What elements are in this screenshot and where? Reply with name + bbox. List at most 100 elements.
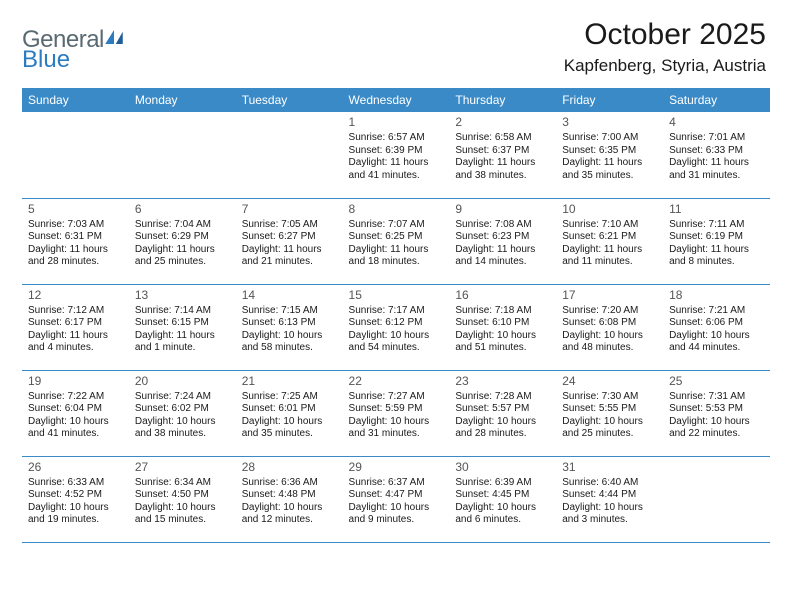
daylight-line: Daylight: 11 hours and 41 minutes. — [349, 157, 444, 182]
daylight-line: Daylight: 11 hours and 1 minute. — [135, 330, 230, 355]
sunrise-line: Sunrise: 7:14 AM — [135, 305, 230, 318]
day-number: 18 — [669, 288, 764, 303]
sunset-line: Sunset: 6:23 PM — [455, 231, 550, 244]
sunset-line: Sunset: 6:06 PM — [669, 317, 764, 330]
day-number: 11 — [669, 202, 764, 217]
month-title: October 2025 — [564, 18, 766, 52]
calendar-day-cell: 9 Sunrise: 7:08 AMSunset: 6:23 PMDaylight… — [449, 198, 556, 284]
weekday-saturday: Saturday — [663, 88, 770, 112]
day-number: 10 — [562, 202, 657, 217]
day-number: 24 — [562, 374, 657, 389]
day-number: 23 — [455, 374, 550, 389]
daylight-line: Daylight: 10 hours and 51 minutes. — [455, 330, 550, 355]
daylight-line: Daylight: 10 hours and 28 minutes. — [455, 416, 550, 441]
sunrise-line: Sunrise: 7:12 AM — [28, 305, 123, 318]
sunrise-line: Sunrise: 6:58 AM — [455, 132, 550, 145]
daylight-line: Daylight: 10 hours and 9 minutes. — [349, 502, 444, 527]
calendar-day-cell: 30Sunrise: 6:39 AMSunset: 4:45 PMDayligh… — [449, 456, 556, 542]
daylight-line: Daylight: 10 hours and 35 minutes. — [242, 416, 337, 441]
sunset-line: Sunset: 6:12 PM — [349, 317, 444, 330]
weekday-thursday: Thursday — [449, 88, 556, 112]
day-number: 12 — [28, 288, 123, 303]
day-number: 14 — [242, 288, 337, 303]
sunrise-line: Sunrise: 6:40 AM — [562, 477, 657, 490]
daylight-line: Daylight: 10 hours and 58 minutes. — [242, 330, 337, 355]
calendar-day-cell: 4Sunrise: 7:01 AMSunset: 6:33 PMDaylight… — [663, 112, 770, 198]
day-number: 2 — [455, 115, 550, 130]
calendar-day-cell: 15Sunrise: 7:17 AMSunset: 6:12 PMDayligh… — [343, 284, 450, 370]
day-number: 19 — [28, 374, 123, 389]
sunrise-line: Sunrise: 7:20 AM — [562, 305, 657, 318]
daylight-line: Daylight: 10 hours and 19 minutes. — [28, 502, 123, 527]
day-number: 6 — [135, 202, 230, 217]
daylight-line: Daylight: 10 hours and 25 minutes. — [562, 416, 657, 441]
daylight-line: Daylight: 11 hours and 14 minutes. — [455, 244, 550, 269]
sunset-line: Sunset: 6:17 PM — [28, 317, 123, 330]
calendar-day-cell — [129, 112, 236, 198]
calendar-table: Sunday Monday Tuesday Wednesday Thursday… — [22, 88, 770, 543]
sunrise-line: Sunrise: 7:04 AM — [135, 219, 230, 232]
calendar-day-cell: 31Sunrise: 6:40 AMSunset: 4:44 PMDayligh… — [556, 456, 663, 542]
day-number: 5 — [28, 202, 123, 217]
sunrise-line: Sunrise: 7:27 AM — [349, 391, 444, 404]
day-number: 25 — [669, 374, 764, 389]
day-number: 30 — [455, 460, 550, 475]
calendar-body: 1Sunrise: 6:57 AMSunset: 6:39 PMDaylight… — [22, 112, 770, 542]
sunset-line: Sunset: 6:04 PM — [28, 403, 123, 416]
sunset-line: Sunset: 6:31 PM — [28, 231, 123, 244]
sunset-line: Sunset: 6:21 PM — [562, 231, 657, 244]
calendar-week-row: 5Sunrise: 7:03 AMSunset: 6:31 PMDaylight… — [22, 198, 770, 284]
daylight-line: Daylight: 11 hours and 28 minutes. — [28, 244, 123, 269]
calendar-week-row: 26Sunrise: 6:33 AMSunset: 4:52 PMDayligh… — [22, 456, 770, 542]
sunrise-line: Sunrise: 7:22 AM — [28, 391, 123, 404]
sunrise-line: Sunrise: 7:08 AM — [455, 219, 550, 232]
sunset-line: Sunset: 6:25 PM — [349, 231, 444, 244]
sunrise-line: Sunrise: 6:36 AM — [242, 477, 337, 490]
day-number: 1 — [349, 115, 444, 130]
calendar-day-cell — [236, 112, 343, 198]
sunset-line: Sunset: 6:35 PM — [562, 145, 657, 158]
calendar-day-cell: 29Sunrise: 6:37 AMSunset: 4:47 PMDayligh… — [343, 456, 450, 542]
sunrise-line: Sunrise: 6:39 AM — [455, 477, 550, 490]
daylight-line: Daylight: 11 hours and 25 minutes. — [135, 244, 230, 269]
sunset-line: Sunset: 4:44 PM — [562, 489, 657, 502]
calendar-day-cell: 17Sunrise: 7:20 AMSunset: 6:08 PMDayligh… — [556, 284, 663, 370]
sunrise-line: Sunrise: 7:15 AM — [242, 305, 337, 318]
daylight-line: Daylight: 10 hours and 48 minutes. — [562, 330, 657, 355]
daylight-line: Daylight: 10 hours and 41 minutes. — [28, 416, 123, 441]
calendar-day-cell: 28Sunrise: 6:36 AMSunset: 4:48 PMDayligh… — [236, 456, 343, 542]
daylight-line: Daylight: 10 hours and 44 minutes. — [669, 330, 764, 355]
daylight-line: Daylight: 11 hours and 21 minutes. — [242, 244, 337, 269]
calendar-day-cell: 6Sunrise: 7:04 AMSunset: 6:29 PMDaylight… — [129, 198, 236, 284]
daylight-line: Daylight: 11 hours and 35 minutes. — [562, 157, 657, 182]
calendar-day-cell: 20Sunrise: 7:24 AMSunset: 6:02 PMDayligh… — [129, 370, 236, 456]
day-number: 3 — [562, 115, 657, 130]
daylight-line: Daylight: 11 hours and 11 minutes. — [562, 244, 657, 269]
calendar-day-cell: 1Sunrise: 6:57 AMSunset: 6:39 PMDaylight… — [343, 112, 450, 198]
sunrise-line: Sunrise: 6:37 AM — [349, 477, 444, 490]
logo-word-blue: Blue — [22, 46, 70, 74]
sunset-line: Sunset: 6:13 PM — [242, 317, 337, 330]
day-number: 9 — [455, 202, 550, 217]
sunrise-line: Sunrise: 7:05 AM — [242, 219, 337, 232]
calendar-day-cell: 12Sunrise: 7:12 AMSunset: 6:17 PMDayligh… — [22, 284, 129, 370]
logo-sail-icon — [105, 30, 123, 44]
weekday-wednesday: Wednesday — [343, 88, 450, 112]
daylight-line: Daylight: 10 hours and 12 minutes. — [242, 502, 337, 527]
sunset-line: Sunset: 6:01 PM — [242, 403, 337, 416]
sunrise-line: Sunrise: 7:10 AM — [562, 219, 657, 232]
day-number: 17 — [562, 288, 657, 303]
sunrise-line: Sunrise: 7:30 AM — [562, 391, 657, 404]
calendar-day-cell: 19 Sunrise: 7:22 AMSunset: 6:04 PMDayligh… — [22, 370, 129, 456]
weekday-friday: Friday — [556, 88, 663, 112]
sunset-line: Sunset: 6:02 PM — [135, 403, 230, 416]
sunset-line: Sunset: 6:10 PM — [455, 317, 550, 330]
sunset-line: Sunset: 6:15 PM — [135, 317, 230, 330]
sunrise-line: Sunrise: 6:34 AM — [135, 477, 230, 490]
sunrise-line: Sunrise: 6:57 AM — [349, 132, 444, 145]
sunset-line: Sunset: 5:59 PM — [349, 403, 444, 416]
calendar-day-cell: 3Sunrise: 7:00 AMSunset: 6:35 PMDaylight… — [556, 112, 663, 198]
sunrise-line: Sunrise: 7:24 AM — [135, 391, 230, 404]
calendar-day-cell: 16Sunrise: 7:18 AMSunset: 6:10 PMDayligh… — [449, 284, 556, 370]
sunset-line: Sunset: 4:52 PM — [28, 489, 123, 502]
